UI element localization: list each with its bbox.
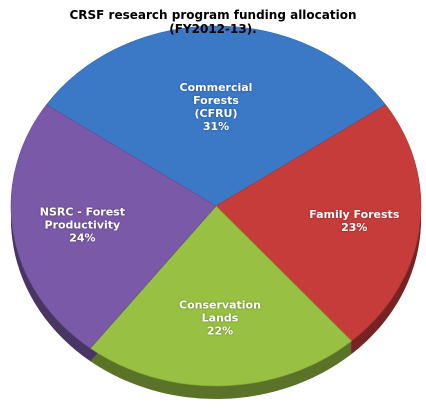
slice-label: Commercial Forests (CFRU) 31% bbox=[171, 81, 261, 133]
pie-slice bbox=[10, 104, 217, 349]
slice-category: Family Forests bbox=[309, 208, 400, 222]
slice-value: 24% bbox=[69, 231, 96, 245]
slice-label: Conservation Lands 22% bbox=[170, 298, 270, 337]
chart-title: CRSF research program funding allocation… bbox=[69, 8, 357, 36]
slice-category: Commercial Forests (CFRU) bbox=[179, 81, 253, 120]
slice-category: NSRC - Forest Productivity bbox=[39, 205, 125, 232]
pie-slice bbox=[89, 205, 353, 387]
slice-value: 31% bbox=[202, 120, 230, 133]
pie-slice bbox=[215, 104, 422, 342]
slice-value: 22% bbox=[206, 324, 234, 338]
chart-title-box: CRSF research program funding allocation… bbox=[0, 8, 426, 36]
slice-value: 23% bbox=[341, 221, 368, 235]
slice-label: NSRC - Forest Productivity 24% bbox=[32, 205, 132, 244]
slice-category: Conservation Lands bbox=[179, 298, 261, 325]
slice-label: Family Forests 23% bbox=[304, 208, 404, 234]
pie-slice bbox=[46, 25, 386, 207]
